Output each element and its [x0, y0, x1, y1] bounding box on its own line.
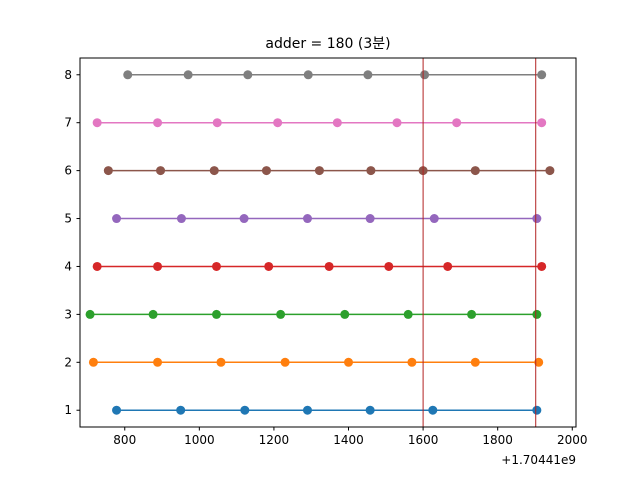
- data-point-8-4: [363, 70, 373, 80]
- data-point-4-0: [92, 261, 102, 271]
- data-point-3-2: [211, 309, 221, 319]
- x-tick-label: 800: [113, 433, 136, 447]
- data-point-2-2: [216, 357, 226, 367]
- plot-area: [85, 58, 555, 427]
- data-point-7-1: [153, 118, 163, 128]
- data-point-1-5: [428, 405, 438, 415]
- data-point-4-2: [211, 261, 221, 271]
- data-point-4-4: [324, 261, 334, 271]
- data-point-2-5: [407, 357, 417, 367]
- data-point-4-7: [537, 261, 547, 271]
- x-tick-label: 2000: [557, 433, 588, 447]
- data-point-5-3: [302, 214, 312, 224]
- chart-title: adder = 180 (3분): [265, 36, 390, 52]
- data-point-3-7: [532, 309, 542, 319]
- data-point-7-6: [452, 118, 462, 128]
- data-point-2-0: [88, 357, 98, 367]
- data-point-8-1: [183, 70, 193, 80]
- data-point-6-2: [209, 166, 219, 176]
- x-tick-label: 1400: [333, 433, 364, 447]
- data-point-7-2: [212, 118, 222, 128]
- data-point-1-4: [365, 405, 375, 415]
- x-tick-label: 1200: [259, 433, 290, 447]
- data-point-8-0: [123, 70, 133, 80]
- data-point-3-1: [148, 309, 158, 319]
- y-tick-label: 2: [64, 355, 72, 369]
- plot-frame: [79, 57, 577, 428]
- data-point-6-1: [156, 166, 166, 176]
- data-point-4-6: [443, 261, 453, 271]
- data-point-6-0: [103, 166, 113, 176]
- data-point-7-4: [332, 118, 342, 128]
- data-point-6-5: [366, 166, 376, 176]
- data-point-7-5: [392, 118, 402, 128]
- data-point-5-0: [112, 214, 122, 224]
- data-point-7-3: [273, 118, 283, 128]
- data-point-4-5: [384, 261, 394, 271]
- data-point-5-4: [365, 214, 375, 224]
- data-point-6-4: [314, 166, 324, 176]
- data-point-7-0: [92, 118, 102, 128]
- data-point-2-6: [470, 357, 480, 367]
- data-point-5-2: [239, 214, 249, 224]
- data-point-6-7: [470, 166, 480, 176]
- data-point-8-2: [243, 70, 253, 80]
- y-tick-label: 4: [64, 259, 72, 273]
- data-point-3-6: [467, 309, 477, 319]
- data-point-1-6: [532, 405, 542, 415]
- data-point-3-3: [276, 309, 286, 319]
- data-point-2-1: [153, 357, 163, 367]
- y-tick-label: 5: [64, 212, 72, 226]
- y-tick-label: 1: [64, 403, 72, 417]
- y-tick-label: 6: [64, 164, 72, 178]
- data-point-8-6: [537, 70, 547, 80]
- axes: 800 1000 1200 1400 1600 1800 2000 1 2 3 4 5 6 7 8: [64, 68, 587, 447]
- data-point-8-3: [303, 70, 313, 80]
- data-point-2-3: [280, 357, 290, 367]
- data-point-5-5: [429, 214, 439, 224]
- x-tick-label: 1800: [482, 433, 513, 447]
- data-point-2-4: [344, 357, 354, 367]
- data-point-4-1: [153, 261, 163, 271]
- data-point-6-8: [545, 166, 555, 176]
- data-point-1-1: [176, 405, 186, 415]
- data-point-7-7: [537, 118, 547, 128]
- y-tick-label: 7: [64, 116, 72, 130]
- data-point-8-5: [420, 70, 430, 80]
- x-offset-label: +1.70441e9: [501, 453, 576, 467]
- data-point-1-3: [302, 405, 312, 415]
- data-point-3-0: [85, 309, 95, 319]
- data-point-3-4: [340, 309, 350, 319]
- data-point-1-0: [112, 405, 122, 415]
- x-tick-label: 1600: [408, 433, 439, 447]
- data-point-4-3: [264, 261, 274, 271]
- data-point-1-2: [240, 405, 250, 415]
- y-tick-label: 3: [64, 307, 72, 321]
- data-point-6-3: [261, 166, 271, 176]
- y-tick-label: 8: [64, 68, 72, 82]
- data-point-2-7: [534, 357, 544, 367]
- data-point-3-5: [403, 309, 413, 319]
- data-point-5-1: [176, 214, 186, 224]
- data-point-5-6: [532, 214, 542, 224]
- x-tick-label: 1000: [184, 433, 215, 447]
